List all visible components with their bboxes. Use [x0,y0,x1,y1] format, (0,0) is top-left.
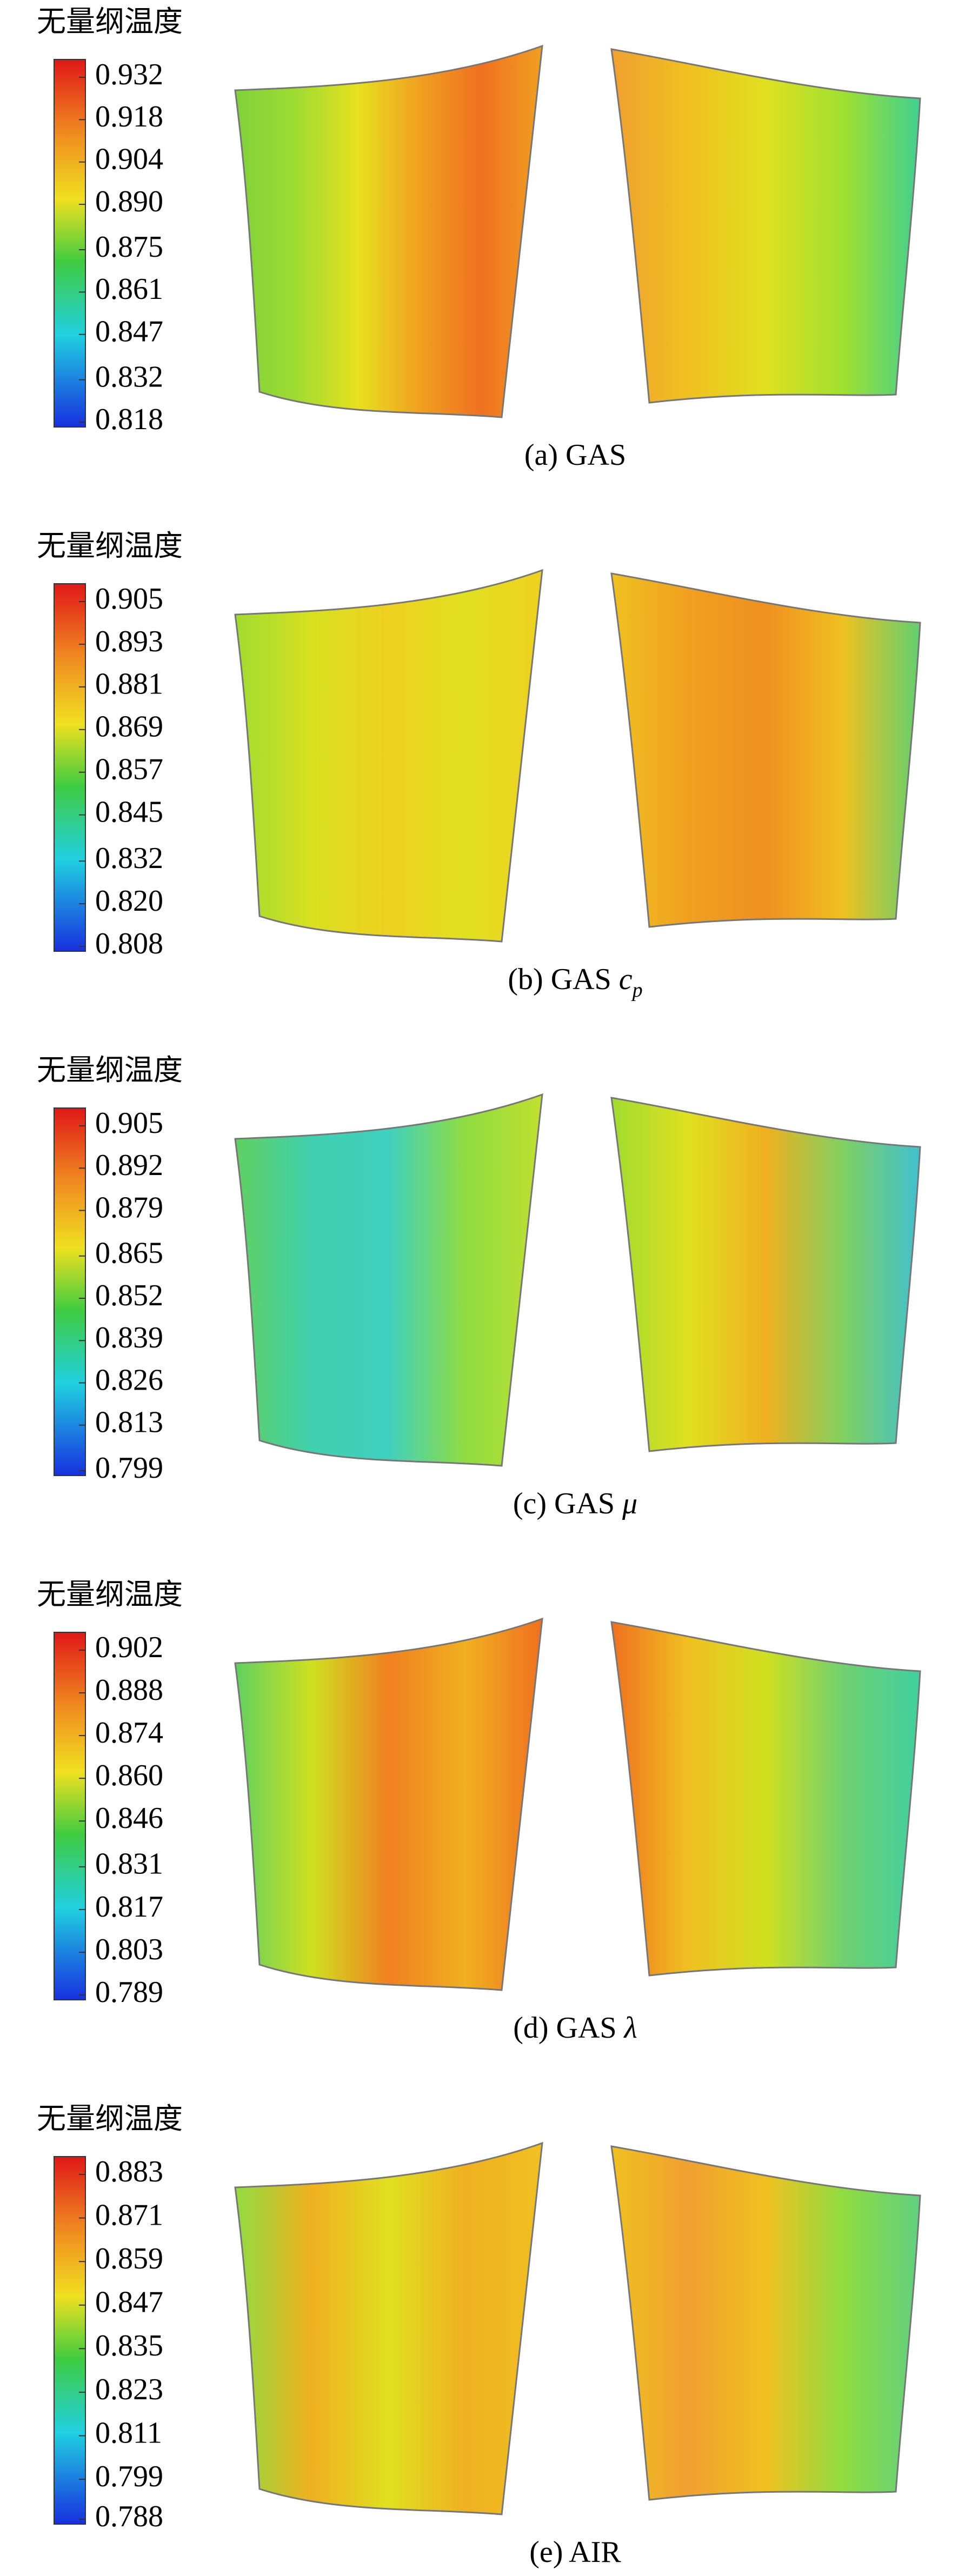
tick-label: 0.869 [95,710,163,744]
tick-label: 0.905 [95,582,163,616]
tick-label: 0.890 [95,185,163,218]
blade-surface [234,569,543,943]
caption: (b) GAS cp [508,963,642,1002]
tick-label: 0.904 [95,143,163,176]
tick-label: 0.826 [95,1363,163,1397]
tick-label: 0.865 [95,1237,163,1270]
caption-symbol: λ [623,2011,637,2045]
blade-surface [234,44,543,418]
caption-text: (e) AIR [529,2535,621,2569]
caption-subscript: p [631,979,643,1002]
tick-label: 0.808 [95,927,163,960]
caption: (a) GAS [524,438,626,472]
tick-label: 0.835 [95,2329,163,2363]
legend-title: 无量纲温度 [37,1577,183,1611]
tick-label: 0.799 [95,1451,163,1485]
caption: (e) AIR [529,2535,621,2569]
legend-title: 无量纲温度 [37,529,183,563]
tick-label: 0.932 [95,58,163,91]
tick-label: 0.874 [95,1716,163,1750]
tick-label: 0.905 [95,1106,163,1140]
tick-label: 0.803 [95,1933,163,1966]
legend-title: 无量纲温度 [37,2101,183,2135]
tick-label: 0.892 [95,1149,163,1182]
tick-label: 0.818 [95,403,163,436]
tick-label: 0.918 [95,100,163,134]
tick-label: 0.831 [95,1847,163,1881]
colorbar [54,1632,86,2000]
tick-label: 0.852 [95,1279,163,1312]
tick-label: 0.847 [95,315,163,349]
caption-text: (c) GAS [513,1487,615,1520]
tick-label: 0.788 [95,2500,163,2533]
tick-label: 0.789 [95,1976,163,2009]
legend-title: 无量纲温度 [37,1053,183,1087]
tick-label: 0.857 [95,753,163,786]
panel: 无量纲温度 0.932 0.918 0.904 0.890 0.875 0.861 0.847… [37,4,921,472]
colorbar [54,59,86,428]
panel: 无量纲温度 0.902 0.888 0.874 0.860 0.846 0.831 0.817… [37,1577,921,2045]
tick-label: 0.839 [95,1321,163,1354]
blade-surface [610,1621,921,1977]
tick-label: 0.823 [95,2373,163,2406]
tick-label: 0.817 [95,1890,163,1924]
colorbar [54,2156,86,2525]
panel: 无量纲温度 0.883 0.871 0.859 0.847 0.835 0.823 0.811… [37,2101,921,2569]
caption-symbol: c [619,963,633,996]
tick-label: 0.888 [95,1673,163,1707]
blade-surface [234,2141,543,2515]
legend-title: 无量纲温度 [37,4,183,38]
panel: 无量纲温度 0.905 0.893 0.881 0.869 0.857 0.845 0.832… [37,529,921,1002]
tick-label: 0.845 [95,795,163,829]
blade-surface [234,1617,543,1991]
tick-label: 0.799 [95,2460,163,2493]
tick-label: 0.820 [95,884,163,918]
colorbar [54,1107,86,1476]
tick-label: 0.832 [95,360,163,393]
blade-surface [610,48,921,404]
tick-label: 0.881 [95,668,163,701]
tick-label: 0.846 [95,1801,163,1835]
tick-label: 0.875 [95,230,163,264]
tick-label: 0.813 [95,1406,163,1439]
caption: (d) GAS λ [513,2011,637,2045]
tick-label: 0.902 [95,1631,163,1664]
tick-label: 0.847 [95,2286,163,2319]
tick-label: 0.860 [95,1759,163,1792]
caption-text: (a) GAS [524,438,626,472]
caption-text: (b) GAS [508,963,611,996]
tick-label: 0.811 [95,2416,162,2450]
blade-surface [610,1097,921,1452]
caption-symbol: μ [622,1487,637,1520]
tick-label: 0.859 [95,2242,163,2275]
blade-surface [610,572,921,928]
tick-label: 0.879 [95,1191,163,1224]
blade-surface [610,2145,921,2501]
caption-text: (d) GAS [513,2011,616,2045]
colorbar [54,583,86,952]
blade-surface [234,1093,543,1467]
tick-label: 0.861 [95,272,163,306]
caption: (c) GAS μ [513,1487,637,1520]
panel: 无量纲温度 0.905 0.892 0.879 0.865 0.852 0.839 0.826… [37,1053,921,1520]
tick-label: 0.871 [95,2198,163,2232]
tick-label: 0.883 [95,2155,163,2188]
tick-label: 0.832 [95,842,163,875]
tick-label: 0.893 [95,625,163,658]
